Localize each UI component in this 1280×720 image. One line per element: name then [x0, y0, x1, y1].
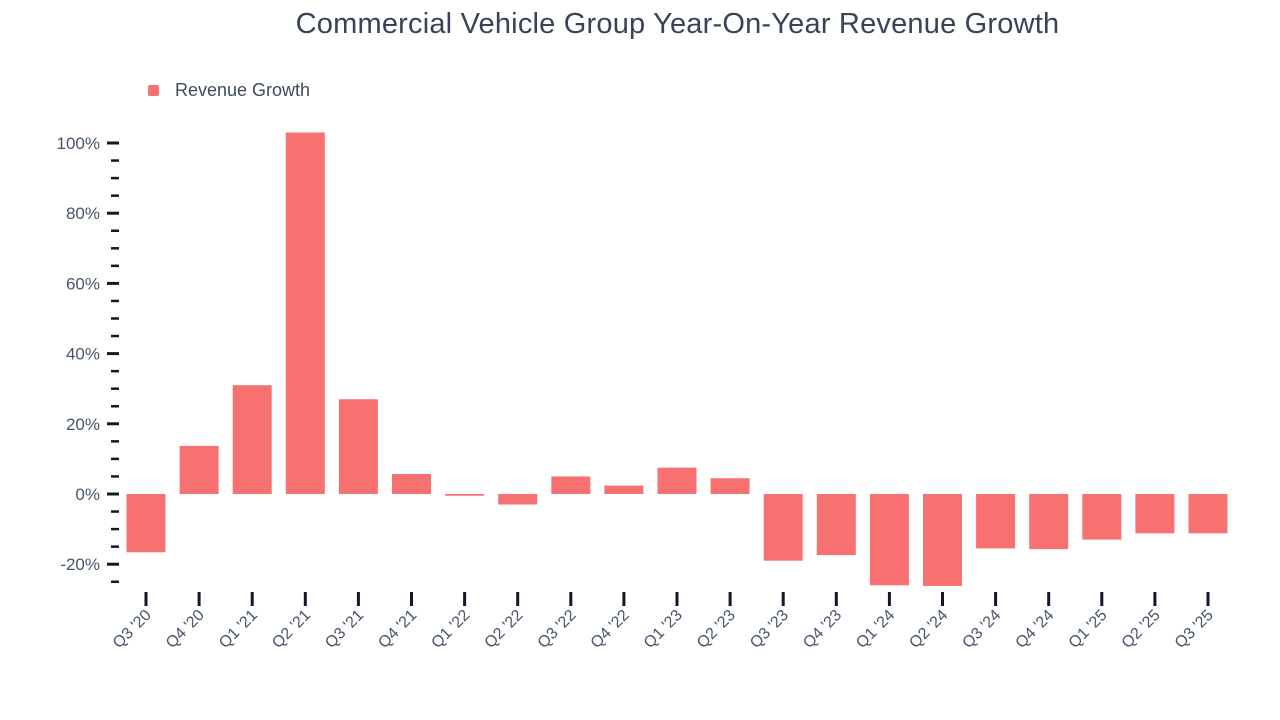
legend-swatch	[148, 85, 159, 96]
x-tick-label: Q4 '22	[588, 607, 633, 652]
bar-q1-24[interactable]	[869, 494, 909, 586]
x-tick-label: Q3 '23	[747, 607, 792, 652]
bar-q4-23[interactable]	[816, 494, 856, 556]
bar-q3-20[interactable]	[126, 494, 166, 553]
y-tick-label: 0%	[75, 485, 100, 504]
y-tick-label: 80%	[66, 204, 100, 223]
bar-q2-25[interactable]	[1135, 494, 1175, 534]
bar-q3-21[interactable]	[338, 399, 378, 494]
y-tick-label: 100%	[57, 134, 100, 153]
x-tick-label: Q2 '23	[694, 607, 739, 652]
x-tick-label: Q1 '21	[216, 607, 261, 652]
x-tick-label: Q2 '25	[1119, 607, 1164, 652]
x-tick-label: Q1 '23	[641, 607, 686, 652]
bar-q3-24[interactable]	[976, 494, 1016, 549]
bar-q2-21[interactable]	[285, 132, 325, 494]
x-tick-label: Q3 '20	[110, 607, 155, 652]
x-tick-label: Q4 '20	[163, 607, 208, 652]
bar-q4-22[interactable]	[604, 485, 644, 494]
x-tick-label: Q2 '21	[269, 607, 314, 652]
bar-q2-22[interactable]	[498, 494, 538, 505]
x-tick-label: Q1 '22	[428, 607, 473, 652]
y-tick-label: 60%	[66, 274, 100, 293]
x-tick-label: Q2 '24	[906, 607, 951, 652]
x-tick-label: Q3 '25	[1172, 607, 1217, 652]
bar-q4-24[interactable]	[1029, 494, 1069, 550]
bar-q1-22[interactable]	[445, 494, 485, 496]
bar-q3-25[interactable]	[1188, 494, 1228, 534]
y-tick-label: 40%	[66, 345, 100, 364]
bar-q3-22[interactable]	[551, 476, 591, 494]
x-tick-label: Q3 '24	[959, 607, 1004, 652]
bar-q4-21[interactable]	[392, 473, 431, 494]
chart-title: Commercial Vehicle Group Year-On-Year Re…	[295, 8, 1060, 40]
legend-label: Revenue Growth	[175, 80, 311, 100]
x-tick-label: Q4 '24	[1013, 607, 1058, 652]
y-tick-label: 20%	[66, 415, 100, 434]
x-tick-label: Q4 '23	[800, 607, 845, 652]
x-tick-label: Q4 '21	[375, 607, 420, 652]
bar-q2-23[interactable]	[710, 478, 750, 494]
legend-item-revenue-growth[interactable]: Revenue Growth	[148, 80, 310, 101]
bar-q2-24[interactable]	[923, 494, 962, 586]
bar-q1-23[interactable]	[657, 467, 697, 494]
x-tick-label: Q3 '21	[322, 607, 367, 652]
bar-q3-23[interactable]	[763, 494, 803, 561]
bar-q1-21[interactable]	[232, 385, 272, 494]
bar-q1-25[interactable]	[1082, 494, 1122, 540]
x-tick-label: Q1 '24	[853, 607, 898, 652]
bar-q4-20[interactable]	[179, 445, 219, 494]
x-tick-label: Q2 '22	[482, 607, 527, 652]
x-tick-label: Q3 '22	[535, 607, 580, 652]
y-tick-label: -20%	[60, 555, 100, 574]
x-tick-label: Q1 '25	[1066, 607, 1111, 652]
